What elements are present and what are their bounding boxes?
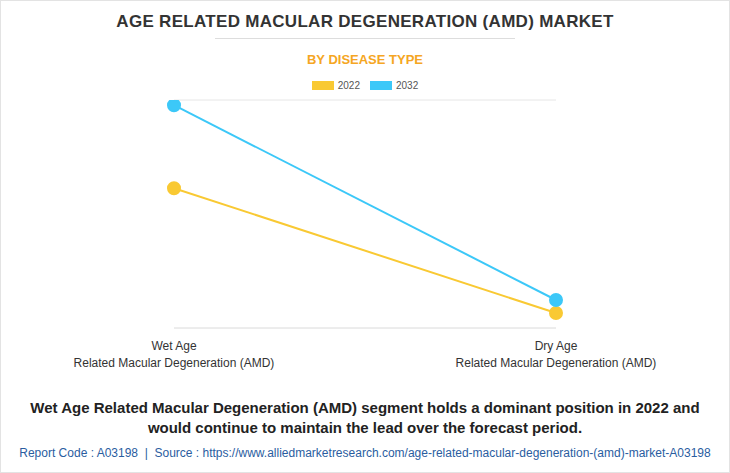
- html-text:2032: 2032: [396, 80, 419, 91]
- svg-text:Dry AgeRelated Macular Degener: Dry AgeRelated Macular Degeneration (AMD…: [456, 339, 657, 370]
- html-text:Wet Age Related Macular Degene: Wet Age Related Macular Degeneration (AM…: [30, 399, 700, 436]
- html-text:2022: 2022: [337, 80, 360, 91]
- html-text:BY DISEASE TYPE: BY DISEASE TYPE: [307, 52, 423, 67]
- html-text:Report Code : A03198 | Source: Report Code : A03198 | Source : https://…: [19, 446, 711, 460]
- svg-text:Wet AgeRelated Macular Degener: Wet AgeRelated Macular Degeneration (AMD…: [74, 339, 275, 370]
- html-text:AGE RELATED MACULAR DEGENERATI: AGE RELATED MACULAR DEGENERATION (AMD) M…: [116, 12, 614, 31]
